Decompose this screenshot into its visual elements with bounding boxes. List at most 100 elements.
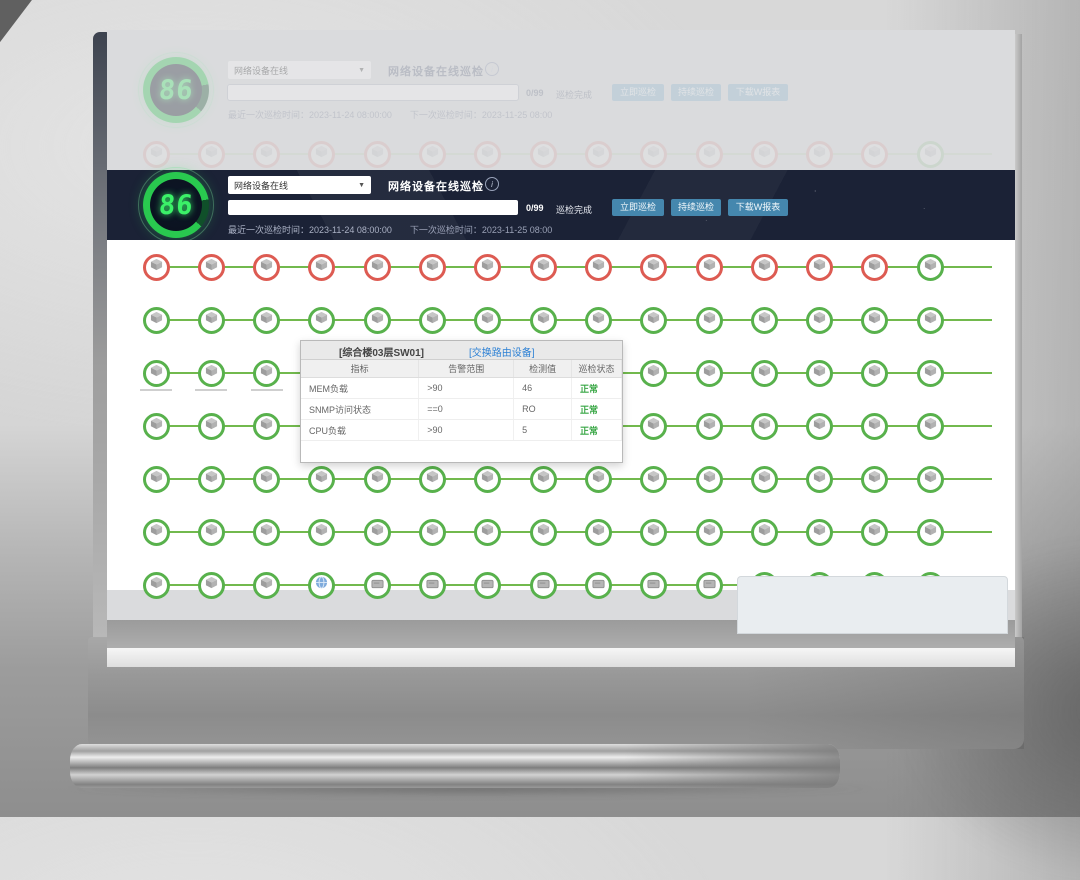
device-node[interactable] <box>474 518 502 546</box>
device-node[interactable] <box>253 571 281 599</box>
device-node[interactable] <box>419 306 446 334</box>
device-node[interactable] <box>253 253 281 281</box>
device-node[interactable] <box>584 140 612 168</box>
device-node[interactable] <box>640 253 668 281</box>
device-node[interactable] <box>640 412 668 440</box>
device-node[interactable] <box>916 359 944 387</box>
device-node[interactable] <box>363 253 391 281</box>
device-node[interactable] <box>142 518 170 546</box>
device-node[interactable] <box>529 253 557 281</box>
device-node[interactable] <box>861 359 889 387</box>
device-node[interactable] <box>197 412 225 440</box>
device-node[interactable] <box>695 571 723 599</box>
device-node[interactable] <box>584 253 612 281</box>
device-node[interactable] <box>806 518 834 546</box>
device-node[interactable] <box>584 571 612 599</box>
device-node[interactable] <box>529 140 557 168</box>
device-node[interactable] <box>916 412 944 440</box>
device-node[interactable] <box>419 465 446 493</box>
device-node[interactable] <box>308 253 336 281</box>
device-node[interactable] <box>253 359 281 387</box>
device-node[interactable] <box>474 465 502 493</box>
device-node[interactable] <box>529 518 557 546</box>
device-node[interactable] <box>308 465 336 493</box>
device-node[interactable] <box>419 140 446 168</box>
device-node[interactable] <box>197 465 225 493</box>
download-report-button[interactable]: 下载W报表 <box>728 84 788 101</box>
device-node[interactable] <box>529 571 557 599</box>
device-node[interactable] <box>640 518 668 546</box>
device-node[interactable] <box>419 571 446 599</box>
device-node[interactable] <box>197 518 225 546</box>
device-node[interactable] <box>197 306 225 334</box>
device-node[interactable] <box>861 140 889 168</box>
device-node[interactable] <box>474 253 502 281</box>
device-node[interactable] <box>363 518 391 546</box>
inspect-now-button[interactable]: 立即巡检 <box>612 84 664 101</box>
device-node[interactable] <box>750 518 778 546</box>
device-node[interactable] <box>861 465 889 493</box>
device-node[interactable] <box>695 465 723 493</box>
device-node[interactable] <box>695 140 723 168</box>
device-node[interactable] <box>695 518 723 546</box>
device-node[interactable] <box>806 140 834 168</box>
inspect-now-button[interactable]: 立即巡检 <box>612 199 664 216</box>
device-node[interactable] <box>640 359 668 387</box>
device-node[interactable] <box>584 306 612 334</box>
device-node[interactable] <box>308 140 336 168</box>
device-node[interactable] <box>529 306 557 334</box>
device-node[interactable] <box>750 253 778 281</box>
device-node[interactable] <box>916 253 944 281</box>
device-node[interactable] <box>253 306 281 334</box>
device-node[interactable] <box>308 518 336 546</box>
device-node[interactable] <box>142 412 170 440</box>
device-node[interactable] <box>916 465 944 493</box>
device-node[interactable] <box>695 306 723 334</box>
device-node[interactable] <box>529 465 557 493</box>
device-node[interactable] <box>640 140 668 168</box>
device-node[interactable] <box>695 412 723 440</box>
device-node[interactable] <box>253 140 281 168</box>
device-node[interactable] <box>806 359 834 387</box>
device-node[interactable] <box>419 253 446 281</box>
device-category-link[interactable]: [交换路由设备] <box>469 348 535 359</box>
device-node[interactable] <box>640 465 668 493</box>
device-node[interactable] <box>308 306 336 334</box>
device-node[interactable] <box>197 140 225 168</box>
device-node[interactable] <box>750 359 778 387</box>
device-node[interactable] <box>474 571 502 599</box>
device-node[interactable] <box>861 518 889 546</box>
device-node[interactable] <box>861 412 889 440</box>
device-node[interactable] <box>640 571 668 599</box>
device-node[interactable] <box>584 518 612 546</box>
device-node[interactable] <box>363 140 391 168</box>
device-type-dropdown[interactable]: 网络设备在线 ▼ <box>228 176 371 194</box>
device-node[interactable] <box>308 571 336 599</box>
device-node[interactable] <box>695 359 723 387</box>
device-node[interactable] <box>695 253 723 281</box>
device-node[interactable] <box>861 253 889 281</box>
device-node[interactable] <box>142 465 170 493</box>
device-node[interactable] <box>806 465 834 493</box>
device-node[interactable] <box>419 518 446 546</box>
device-node[interactable] <box>253 518 281 546</box>
device-node[interactable] <box>750 306 778 334</box>
device-node[interactable] <box>197 571 225 599</box>
device-node[interactable] <box>750 465 778 493</box>
device-node[interactable] <box>142 359 170 387</box>
device-node[interactable] <box>363 306 391 334</box>
device-node[interactable] <box>584 465 612 493</box>
device-node[interactable] <box>750 412 778 440</box>
info-icon[interactable]: i <box>485 177 499 191</box>
device-node[interactable] <box>806 253 834 281</box>
device-node[interactable] <box>861 306 889 334</box>
device-node[interactable] <box>142 140 170 168</box>
device-node[interactable] <box>474 140 502 168</box>
device-type-dropdown[interactable]: 网络设备在线 ▼ <box>228 61 371 79</box>
device-node[interactable] <box>750 140 778 168</box>
download-report-button[interactable]: 下载W报表 <box>728 199 788 216</box>
device-node[interactable] <box>806 412 834 440</box>
device-node[interactable] <box>197 359 225 387</box>
device-node[interactable] <box>142 571 170 599</box>
device-node[interactable] <box>916 306 944 334</box>
